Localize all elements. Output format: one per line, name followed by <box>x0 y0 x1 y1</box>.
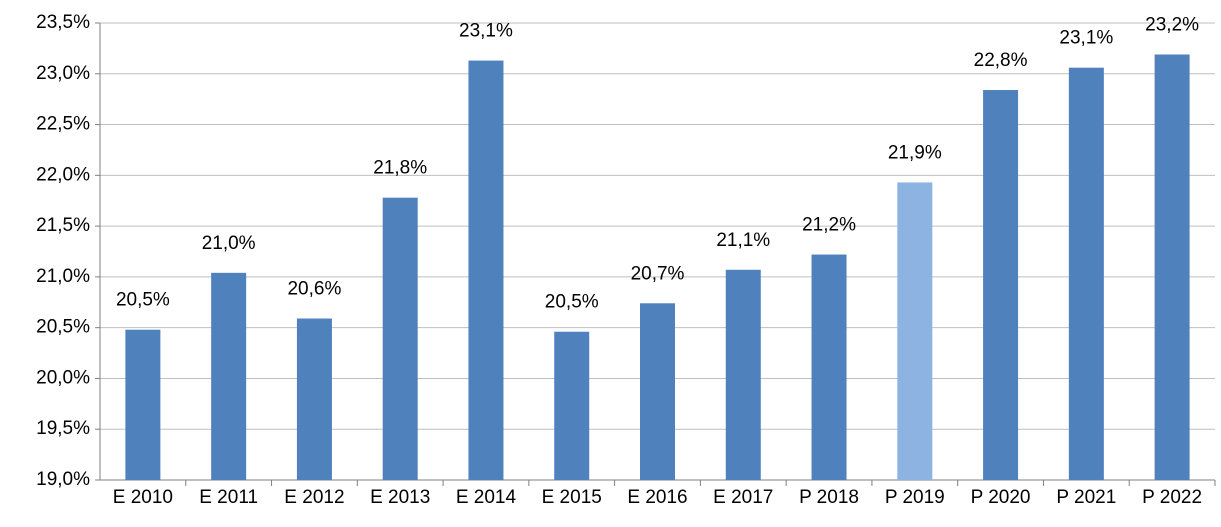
x-tick-label: P 2019 <box>885 487 945 508</box>
bar <box>1154 54 1190 480</box>
data-label: 23,1% <box>1059 28 1113 49</box>
data-label: 23,2% <box>1145 14 1199 35</box>
bar <box>1068 67 1104 480</box>
data-label: 21,2% <box>802 215 856 236</box>
x-tick-label: P 2020 <box>971 487 1031 508</box>
bar <box>468 60 504 480</box>
x-tick-label: E 2013 <box>370 487 430 508</box>
y-tick-label: 22,0% <box>36 164 90 185</box>
y-tick-label: 19,0% <box>36 469 90 490</box>
bar <box>640 303 675 480</box>
bar <box>983 90 1019 480</box>
data-label: 20,7% <box>631 263 685 284</box>
y-tick-label: 20,5% <box>36 317 90 338</box>
x-tick-label: E 2016 <box>627 487 687 508</box>
data-label: 20,6% <box>287 279 341 300</box>
y-tick-label: 19,5% <box>36 418 90 439</box>
x-tick-label: E 2011 <box>199 487 258 508</box>
x-tick-label: E 2014 <box>456 487 517 508</box>
x-tick-label: E 2012 <box>284 487 344 508</box>
bar <box>125 329 161 480</box>
data-label: 21,1% <box>716 230 770 251</box>
data-label: 21,9% <box>888 142 942 163</box>
bar <box>897 182 933 481</box>
y-tick-label: 20,0% <box>36 367 90 388</box>
bar <box>811 254 847 480</box>
data-label: 21,8% <box>373 158 427 179</box>
bar <box>382 197 418 481</box>
y-tick-label: 23,5% <box>36 12 90 33</box>
bar <box>554 331 590 480</box>
data-label: 21,0% <box>202 233 256 254</box>
x-tick-label: E 2015 <box>542 487 602 508</box>
x-tick-label: P 2018 <box>799 487 859 508</box>
x-tick-label: P 2021 <box>1056 487 1116 508</box>
y-tick-label: 22,5% <box>36 114 90 135</box>
y-tick-label: 21,5% <box>36 215 90 236</box>
y-tick-label: 23,0% <box>36 63 90 84</box>
bar <box>725 269 761 480</box>
bar <box>211 272 247 480</box>
data-label: 20,5% <box>116 290 170 311</box>
data-label: 20,5% <box>545 292 599 313</box>
x-tick-label: P 2022 <box>1142 487 1202 508</box>
bar <box>296 318 332 480</box>
data-label: 22,8% <box>974 50 1028 71</box>
x-tick-label: E 2010 <box>113 487 173 508</box>
y-tick-label: 21,0% <box>36 266 90 287</box>
x-tick-label: E 2017 <box>713 487 773 508</box>
data-label: 23,1% <box>459 21 513 42</box>
